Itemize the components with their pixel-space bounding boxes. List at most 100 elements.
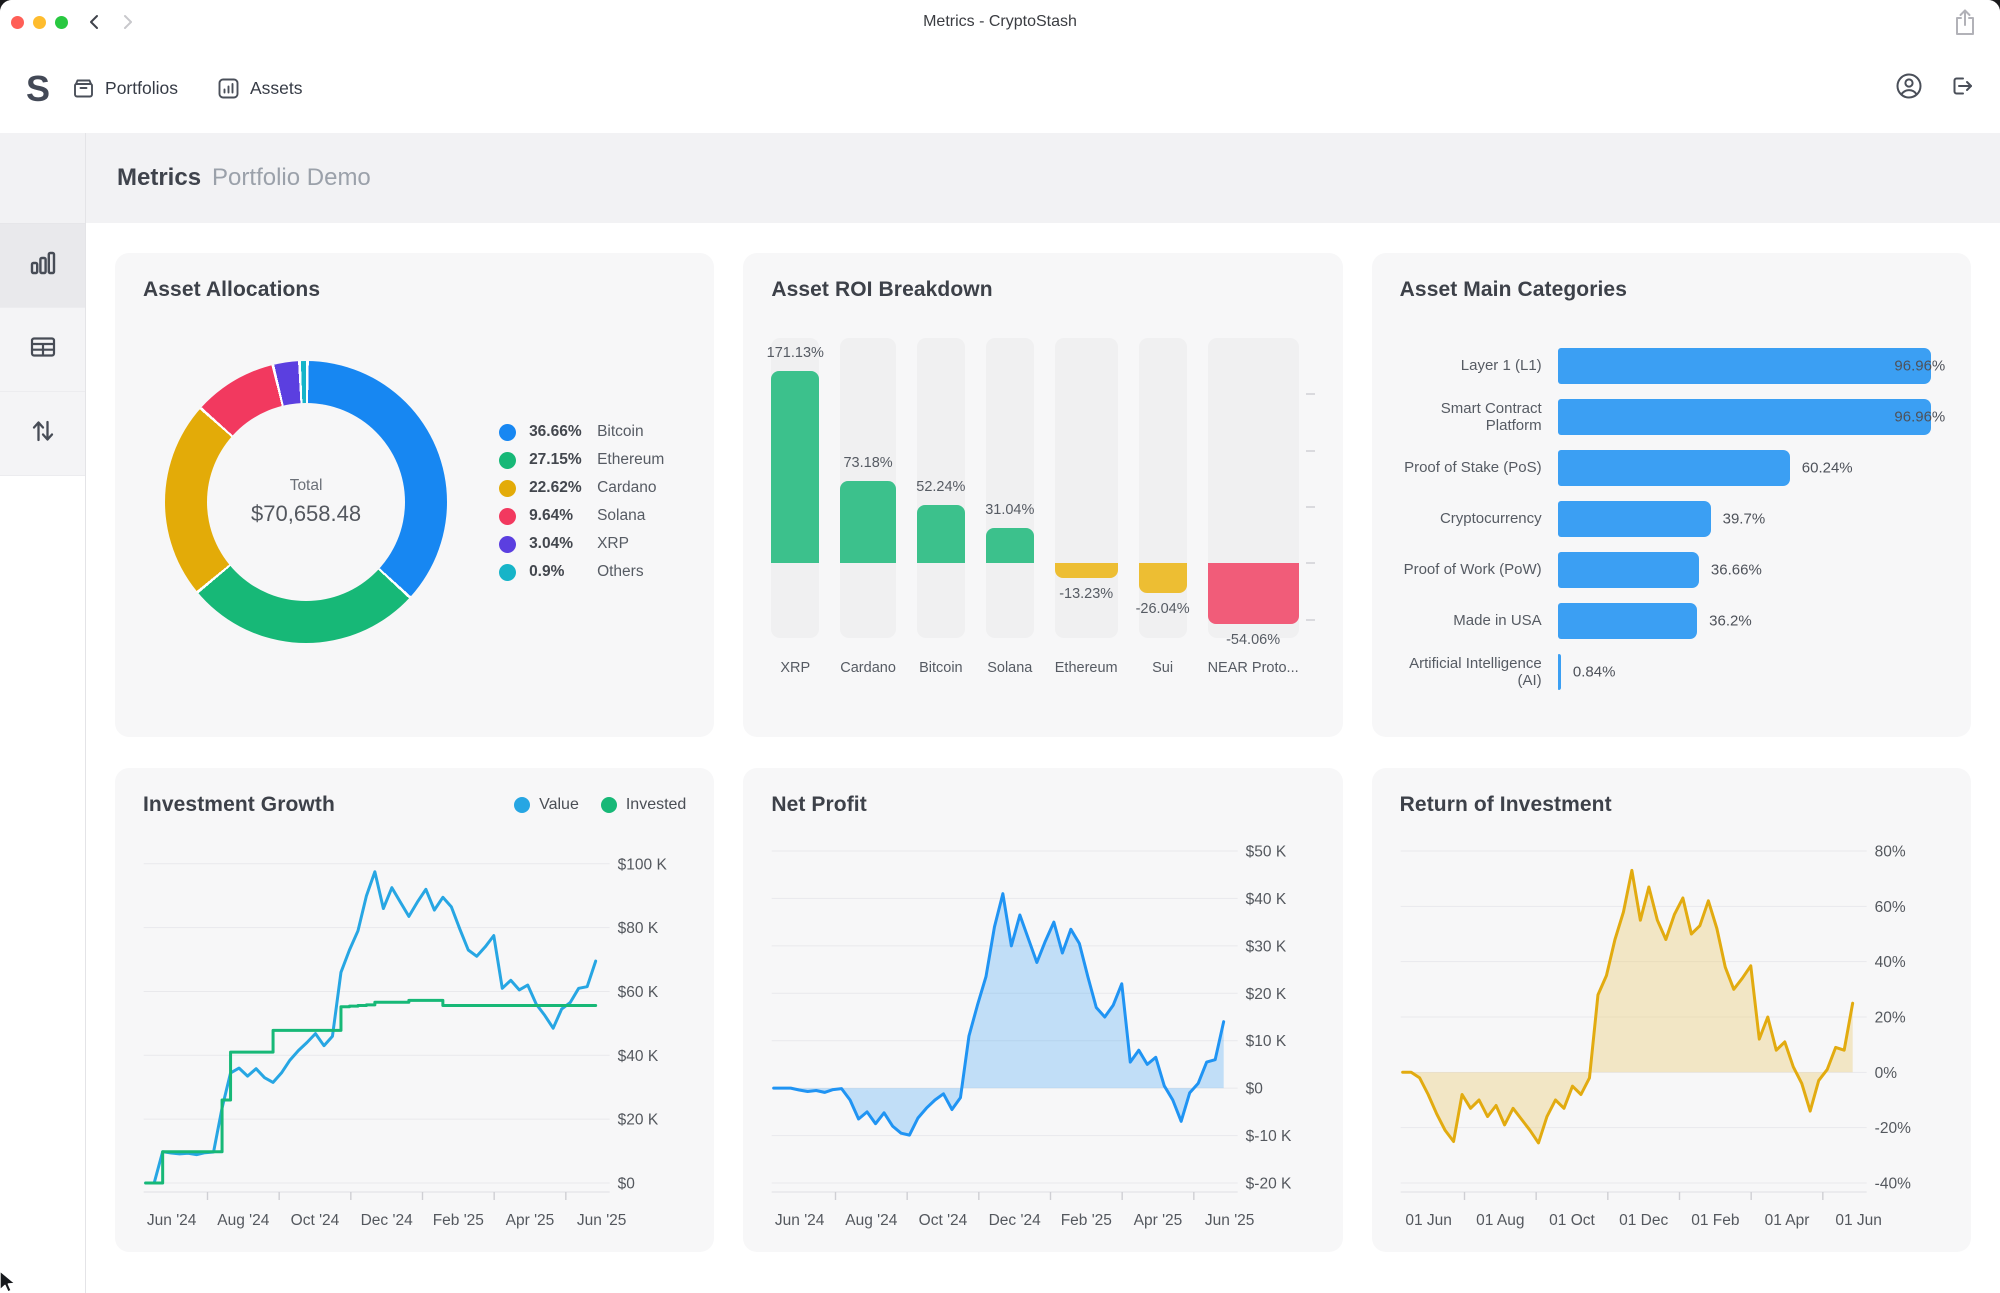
hbar-value-label: 60.24% — [1801, 459, 1853, 476]
svg-text:$30 K: $30 K — [1246, 938, 1287, 955]
card-main-categories: Asset Main Categories Layer 1 (L1) 96.96%… — [1371, 253, 1971, 737]
svg-text:$50 K: $50 K — [1246, 844, 1287, 861]
svg-text:20%: 20% — [1874, 1010, 1905, 1027]
card-title: Asset Main Categories — [1399, 278, 1627, 301]
bar-column-XRP: 171.13% XRP — [767, 338, 824, 676]
sidebar-item-table[interactable] — [0, 308, 85, 392]
svg-text:40%: 40% — [1874, 954, 1905, 971]
investment-growth-chart: $100 K $80 K $60 K $40 K $20 K $0 Jun '24 Aug '… — [143, 856, 668, 1229]
legend-dot — [499, 535, 517, 553]
hbar-value-label: 36.2% — [1709, 612, 1752, 629]
table-icon — [28, 332, 58, 367]
svg-text:01 Jun: 01 Jun — [1835, 1212, 1882, 1229]
back-icon[interactable] — [86, 13, 104, 31]
svg-text:Jun '24: Jun '24 — [147, 1212, 197, 1229]
bar-value-label: 52.24% — [916, 478, 966, 495]
svg-text:$80 K: $80 K — [618, 920, 659, 937]
legend-dot-invested — [600, 797, 617, 813]
card-investment-growth: Investment Growth Value Invested $100 K $… — [115, 768, 715, 1252]
hbar-label: Smart Contract Platform — [1440, 399, 1542, 434]
legend-name: Cardano — [597, 479, 657, 496]
donut-hole — [207, 403, 406, 601]
mouse-cursor — [0, 1270, 16, 1293]
hbar-value-label: 0.84% — [1572, 663, 1616, 680]
bar-column-NEAR Proto...: -54.06% NEAR Proto... — [1207, 338, 1299, 676]
bar-category-label: Ethereum — [1054, 660, 1118, 676]
card-title: Return of Investment — [1399, 793, 1612, 816]
bar-track: -26.04% — [1136, 338, 1190, 638]
legend-dot — [499, 563, 517, 581]
bar — [916, 504, 965, 564]
hbar-label: Proof of Work (PoW) — [1403, 561, 1542, 578]
account-icon[interactable] — [1894, 71, 1924, 106]
bar-category-label: NEAR Proto... — [1207, 660, 1299, 676]
hbar-track: 96.96% — [1557, 347, 1945, 384]
card-title: Net Profit — [771, 793, 867, 816]
svg-text:$-10 K: $-10 K — [1246, 1128, 1292, 1145]
svg-text:Feb '25: Feb '25 — [1061, 1212, 1112, 1229]
cryptostash-logo[interactable]: S — [26, 67, 50, 109]
card-net-profit: Net Profit $50 K $40 K $30 K $20 K $10 K $0 $-… — [743, 768, 1343, 1252]
svg-text:Apr '25: Apr '25 — [506, 1212, 555, 1229]
page-subtitle: Portfolio Demo — [212, 164, 371, 191]
legend-item-xrp: 3.04% XRP — [499, 535, 664, 553]
pie-legend: 36.66% Bitcoin 27.15% Ethereum 22.62% Cardano… — [499, 413, 664, 591]
legend-item-solana: 9.64% Solana — [499, 507, 664, 525]
svg-text:$0: $0 — [618, 1176, 636, 1193]
net-profit-chart: $50 K $40 K $30 K $20 K $10 K $0 $-10 K $-20 K J… — [771, 844, 1292, 1229]
bar-value-label: 171.13% — [766, 344, 824, 361]
bar-column-Solana: 31.04% Solana — [985, 338, 1034, 676]
legend-pct: 36.66% — [529, 423, 582, 440]
svg-text:60%: 60% — [1874, 899, 1905, 916]
hbar-row: Made in USA 36.2% — [1400, 595, 1943, 646]
hbar-value-label: 36.66% — [1710, 561, 1762, 578]
bar-category-label: XRP — [780, 660, 811, 676]
nav-item-portfolios[interactable]: Portfolios — [71, 76, 178, 101]
bar — [840, 480, 896, 564]
page-title: Metrics — [117, 164, 202, 191]
svg-text:$100 K: $100 K — [618, 856, 668, 873]
hbar-track: 60.24% — [1557, 449, 1943, 486]
card-return-of-investment: Return of Investment 80% 60% 40% 20% 0% -20% -… — [1371, 768, 1971, 1252]
hbar-label: Made in USA — [1453, 612, 1542, 629]
bar-track: 171.13% — [767, 338, 824, 638]
svg-text:$20 K: $20 K — [618, 1112, 659, 1129]
svg-text:Oct '24: Oct '24 — [919, 1212, 968, 1229]
bar-column-Ethereum: -13.23% Ethereum — [1054, 338, 1118, 676]
sidebar-item-transfers[interactable] — [0, 392, 85, 476]
close-window-button[interactable] — [11, 15, 24, 29]
svg-text:Jun '24: Jun '24 — [775, 1212, 825, 1229]
forward-icon[interactable] — [118, 13, 136, 31]
svg-text:$0: $0 — [1246, 1081, 1264, 1098]
hbar-value-label: 39.7% — [1722, 510, 1766, 527]
nav-item-assets[interactable]: Assets — [216, 76, 303, 101]
card-title: Investment Growth — [143, 793, 335, 816]
assets-chart-icon — [216, 76, 241, 101]
legend-label-value: Value — [539, 796, 579, 813]
logout-icon[interactable] — [1946, 71, 1976, 106]
zoom-window-button[interactable] — [55, 15, 68, 29]
bar — [771, 370, 820, 564]
bar — [1207, 563, 1299, 625]
svg-text:-20%: -20% — [1874, 1120, 1910, 1137]
nav-item-label: Assets — [249, 78, 303, 98]
legend-name: Solana — [597, 507, 646, 524]
svg-text:$40 K: $40 K — [1246, 891, 1287, 908]
legend-item-others: 0.9% Others — [499, 563, 664, 581]
legend-pct: 0.9% — [529, 563, 565, 580]
bar-column-Cardano: 73.18% Cardano — [840, 338, 896, 676]
legend-pct: 27.15% — [529, 451, 582, 468]
sidebar-item-metrics[interactable] — [0, 224, 85, 308]
bar-category-label: Bitcoin — [919, 660, 963, 676]
hbar-bar — [1557, 347, 1932, 384]
right-axis-tick — [1305, 562, 1315, 565]
hbar-bar — [1557, 398, 1932, 435]
hbar-label: Cryptocurrency — [1439, 510, 1542, 527]
categories-hbar-chart: Layer 1 (L1) 96.96% Smart Contract Platfor… — [1400, 340, 1945, 697]
share-icon[interactable] — [1952, 8, 1978, 43]
hbar-bar — [1557, 602, 1698, 639]
minimize-window-button[interactable] — [33, 15, 46, 29]
svg-text:01 Oct: 01 Oct — [1549, 1212, 1595, 1229]
hbar-row: Proof of Stake (PoS) 60.24% — [1400, 442, 1943, 493]
